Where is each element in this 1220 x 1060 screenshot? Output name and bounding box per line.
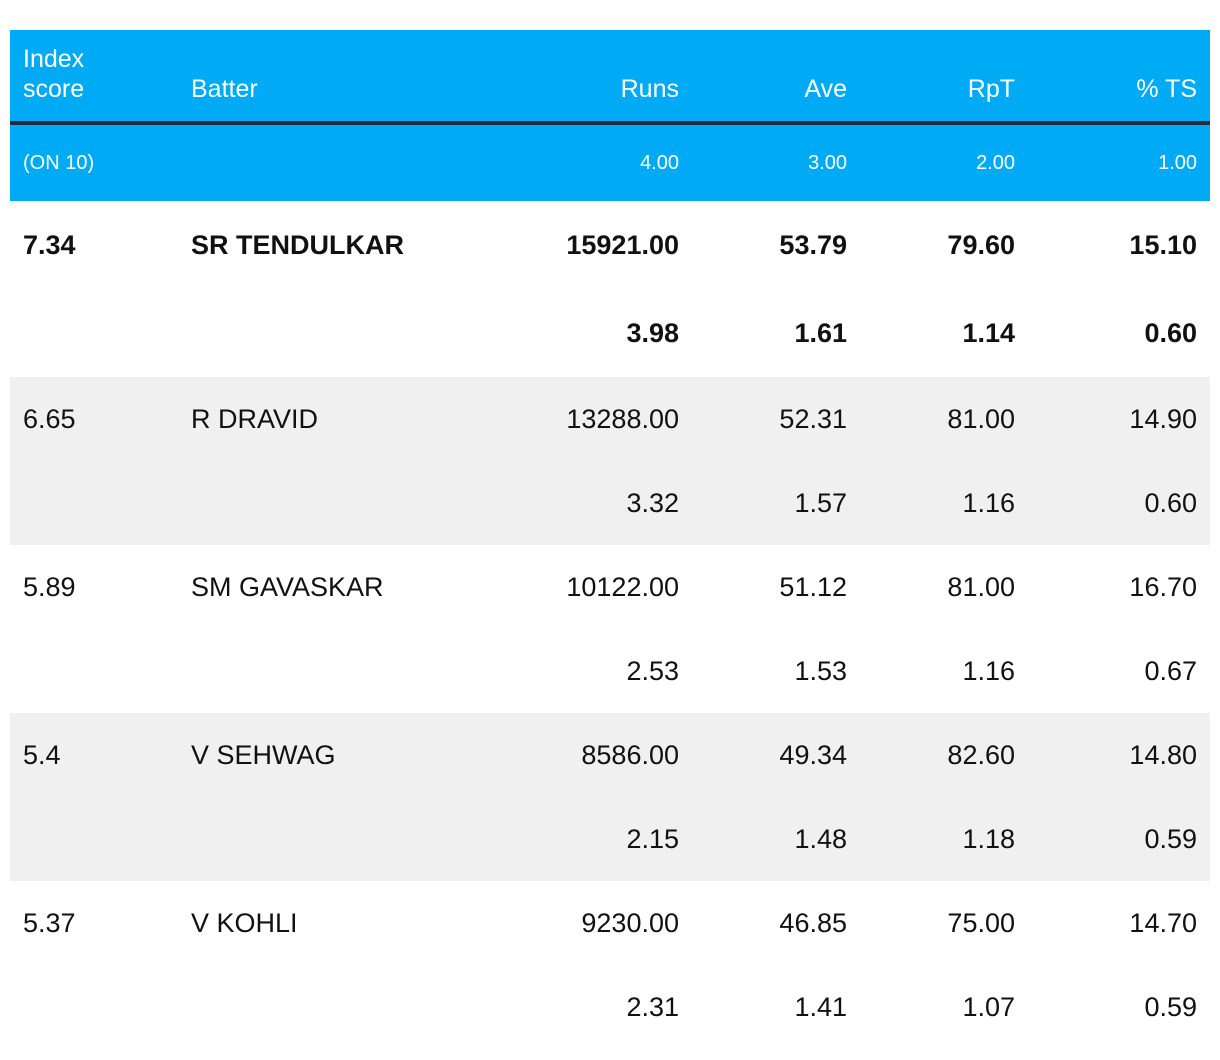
rpt-cell: 82.60 xyxy=(860,713,1028,797)
batter-name-cell: SR TENDULKAR xyxy=(191,229,404,260)
weights-batter-empty xyxy=(178,123,468,201)
ave-cell: 53.79 xyxy=(779,229,847,260)
table-row: 5.89 SM GAVASKAR 10122.00 51.12 81.00 16… xyxy=(10,545,1210,629)
weights-label: (ON 10) xyxy=(10,123,178,201)
ave-score-cell: 1.53 xyxy=(794,655,847,686)
header-index-line1: Index xyxy=(23,45,85,73)
header-ts: % TS xyxy=(1028,30,1210,125)
rpt-score-cell: 1.14 xyxy=(962,317,1015,348)
index-score-cell: 5.4 xyxy=(10,713,178,797)
runs-score-cell: 2.53 xyxy=(626,655,679,686)
ave-cell: 52.31 xyxy=(692,377,860,461)
empty-cell xyxy=(10,965,178,1049)
empty-cell xyxy=(178,289,468,377)
batter-name-cell: SM GAVASKAR xyxy=(191,571,384,602)
ts-score-cell: 0.60 xyxy=(1144,317,1197,348)
table-row: 7.34 SR TENDULKAR 15921.00 53.79 79.60 1… xyxy=(10,201,1210,289)
table-row: 6.65 R DRAVID 13288.00 52.31 81.00 14.90 xyxy=(10,377,1210,461)
batter-name-cell: V SEHWAG xyxy=(178,713,468,797)
batting-index-table: Index score Batter Runs Ave RpT % TS (ON … xyxy=(10,30,1210,1049)
runs-cell: 10122.00 xyxy=(566,571,679,602)
empty-cell xyxy=(178,629,468,713)
table-subrow: 2.53 1.53 1.16 0.67 xyxy=(10,629,1210,713)
table-subrow: 3.32 1.57 1.16 0.60 xyxy=(10,461,1210,545)
rpt-cell: 79.60 xyxy=(947,229,1015,260)
rpt-score-cell: 1.07 xyxy=(962,991,1015,1022)
runs-score-cell: 2.31 xyxy=(626,991,679,1022)
runs-cell: 13288.00 xyxy=(468,377,692,461)
ts-score-cell: 0.59 xyxy=(1144,991,1197,1022)
ave-score-cell: 1.57 xyxy=(692,461,860,545)
weights-row: (ON 10) 4.00 3.00 2.00 1.00 xyxy=(10,123,1210,201)
rpt-cell: 81.00 xyxy=(947,571,1015,602)
table-header: Index score Batter Runs Ave RpT % TS (ON … xyxy=(10,30,1210,201)
ts-score-cell: 0.60 xyxy=(1028,461,1210,545)
header-ave: Ave xyxy=(692,30,860,125)
index-score-cell: 5.89 xyxy=(23,571,76,602)
rpt-score-cell: 1.16 xyxy=(860,461,1028,545)
ts-cell: 14.90 xyxy=(1028,377,1210,461)
empty-cell xyxy=(178,965,468,1049)
table-subrow: 2.15 1.48 1.18 0.59 xyxy=(10,797,1210,881)
ts-cell: 14.80 xyxy=(1028,713,1210,797)
ave-score-cell: 1.41 xyxy=(794,991,847,1022)
header-batter: Batter xyxy=(178,30,468,125)
runs-cell: 9230.00 xyxy=(581,907,679,938)
weight-ave: 3.00 xyxy=(692,123,860,201)
ave-cell: 51.12 xyxy=(779,571,847,602)
ave-cell: 49.34 xyxy=(692,713,860,797)
ts-score-cell: 0.59 xyxy=(1028,797,1210,881)
header-row: Index score Batter Runs Ave RpT % TS xyxy=(10,30,1210,125)
rpt-cell: 81.00 xyxy=(860,377,1028,461)
empty-cell xyxy=(178,461,468,545)
weight-ts: 1.00 xyxy=(1028,123,1210,201)
empty-cell xyxy=(10,797,178,881)
batter-name-cell: V KOHLI xyxy=(191,907,298,938)
ts-cell: 14.70 xyxy=(1129,907,1197,938)
index-score-cell: 5.37 xyxy=(23,907,76,938)
ave-cell: 46.85 xyxy=(779,907,847,938)
runs-score-cell: 3.98 xyxy=(626,317,679,348)
table-subrow: 3.98 1.61 1.14 0.60 xyxy=(10,289,1210,377)
empty-cell xyxy=(10,461,178,545)
header-runs: Runs xyxy=(468,30,692,125)
runs-score-cell: 3.32 xyxy=(468,461,692,545)
header-rpt: RpT xyxy=(860,30,1028,125)
index-score-cell: 6.65 xyxy=(10,377,178,461)
table-row: 5.4 V SEHWAG 8586.00 49.34 82.60 14.80 xyxy=(10,713,1210,797)
index-score-cell: 7.34 xyxy=(23,229,76,260)
weight-runs: 4.00 xyxy=(468,123,692,201)
runs-cell: 15921.00 xyxy=(566,229,679,260)
runs-score-cell: 2.15 xyxy=(468,797,692,881)
weight-rpt: 2.00 xyxy=(860,123,1028,201)
empty-cell xyxy=(178,797,468,881)
ave-score-cell: 1.61 xyxy=(794,317,847,348)
ts-cell: 15.10 xyxy=(1129,229,1197,260)
table-subrow: 2.31 1.41 1.07 0.59 xyxy=(10,965,1210,1049)
empty-cell xyxy=(10,629,178,713)
table-row: 5.37 V KOHLI 9230.00 46.85 75.00 14.70 xyxy=(10,881,1210,965)
rpt-cell: 75.00 xyxy=(947,907,1015,938)
runs-cell: 8586.00 xyxy=(468,713,692,797)
empty-cell xyxy=(10,289,178,377)
rpt-score-cell: 1.16 xyxy=(962,655,1015,686)
header-index-score: Index score xyxy=(10,30,178,125)
ave-score-cell: 1.48 xyxy=(692,797,860,881)
batter-name-cell: R DRAVID xyxy=(178,377,468,461)
header-index-line2: score xyxy=(23,75,85,103)
ts-score-cell: 0.67 xyxy=(1144,655,1197,686)
ts-cell: 16.70 xyxy=(1129,571,1197,602)
rpt-score-cell: 1.18 xyxy=(860,797,1028,881)
table-body: 7.34 SR TENDULKAR 15921.00 53.79 79.60 1… xyxy=(10,201,1210,1049)
batting-index-table-container: Index score Batter Runs Ave RpT % TS (ON … xyxy=(10,30,1210,1049)
